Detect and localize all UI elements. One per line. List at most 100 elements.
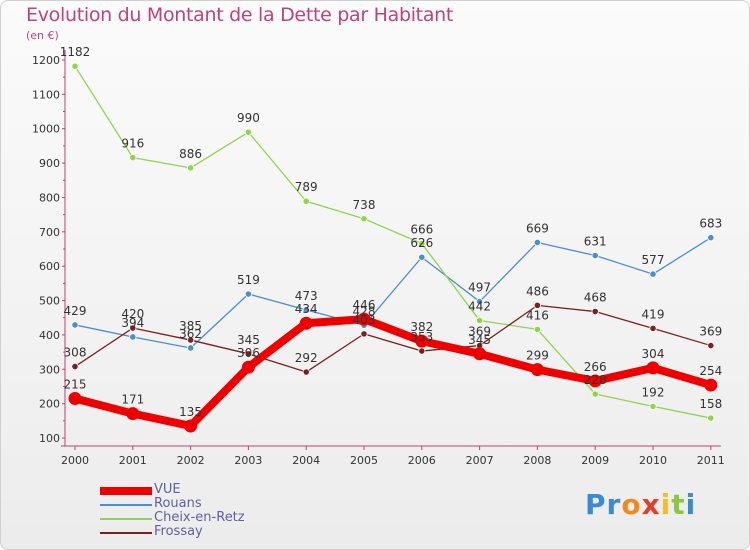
data-point [473, 347, 487, 361]
legend-swatch [100, 532, 152, 534]
series-line-cheix-en-retz [74, 65, 711, 419]
data-point [241, 360, 255, 374]
data-point [129, 153, 137, 162]
x-tick-label: 2006 [408, 454, 436, 467]
logo-letter: i [660, 488, 672, 521]
data-label: 304 [642, 347, 665, 361]
x-tick-label: 2009 [581, 454, 609, 467]
data-point [129, 333, 137, 341]
data-label: 158 [699, 397, 722, 411]
data-point [71, 321, 79, 329]
data-point [533, 238, 542, 247]
data-point [299, 316, 313, 330]
legend-label: Cheix-en-Retz [154, 510, 245, 525]
data-point [357, 312, 371, 326]
legend-swatch [100, 487, 152, 495]
data-point [707, 341, 715, 350]
data-label: 683 [699, 217, 722, 231]
logo-letter: P [585, 488, 607, 521]
data-point [71, 362, 79, 371]
data-point [649, 270, 657, 278]
chart-title: Evolution du Montant de la Dette par Hab… [26, 4, 454, 26]
series-line-frossay [74, 304, 711, 373]
data-point [533, 325, 542, 334]
data-label: 497 [468, 281, 491, 295]
x-tick-label: 2007 [466, 454, 494, 467]
data-point [649, 324, 657, 332]
data-label: 916 [121, 137, 144, 151]
data-label: 228 [584, 373, 607, 387]
y-tick-label: 900 [39, 157, 60, 170]
data-point [302, 368, 310, 376]
data-point [184, 419, 198, 433]
y-tick-label: 100 [39, 432, 60, 445]
data-label: 362 [179, 327, 202, 341]
data-point [71, 62, 79, 70]
data-label: 171 [121, 393, 144, 407]
data-label: 192 [642, 385, 665, 399]
data-label: 345 [468, 333, 491, 347]
data-label: 429 [64, 304, 87, 318]
data-point [187, 344, 195, 352]
data-point [302, 306, 310, 314]
data-point [591, 390, 599, 398]
x-tick-label: 2005 [350, 454, 378, 467]
y-tick-label: 1200 [32, 54, 60, 67]
data-point [475, 297, 484, 306]
data-label: 215 [64, 377, 87, 391]
unit-label: (en €) [26, 29, 59, 42]
data-label: 631 [584, 235, 607, 249]
data-label: 403 [353, 313, 376, 327]
data-point [302, 197, 310, 205]
x-tick-label: 2002 [177, 454, 205, 467]
data-label: 353 [410, 330, 433, 344]
legend-swatch [100, 504, 152, 506]
data-label: 345 [237, 333, 260, 347]
data-point [418, 347, 426, 355]
data-point [475, 316, 484, 325]
data-point [418, 253, 426, 261]
data-label: 135 [179, 405, 202, 419]
data-label: 420 [121, 307, 144, 321]
data-point [646, 361, 660, 375]
data-point [704, 378, 718, 392]
data-label: 473 [295, 289, 318, 303]
data-point [530, 363, 544, 377]
data-point [187, 336, 195, 344]
y-tick-label: 1100 [32, 88, 60, 101]
y-tick-label: 600 [39, 260, 60, 273]
logo-letter: t [671, 488, 686, 521]
data-label: 428 [353, 304, 376, 318]
data-label: 789 [295, 180, 318, 194]
x-tick-label: 2011 [697, 454, 725, 467]
data-label: 666 [410, 223, 433, 237]
data-label: 577 [642, 253, 665, 267]
x-tick-label: 2000 [61, 454, 89, 467]
logo-letter: i [685, 488, 697, 521]
data-label: 299 [526, 349, 549, 363]
proxiti-logo: Proxiti [585, 488, 696, 521]
data-label: 369 [468, 325, 491, 339]
y-tick-label: 200 [39, 398, 60, 411]
legend-label: VUE [154, 482, 181, 497]
data-point [126, 407, 140, 421]
data-label: 468 [584, 291, 607, 305]
x-tick-label: 2004 [292, 454, 320, 467]
data-point [360, 330, 368, 338]
data-label: 669 [526, 221, 549, 235]
x-tick-label: 2001 [119, 454, 147, 467]
y-tick-label: 1000 [32, 123, 60, 136]
data-point [649, 402, 657, 410]
data-label: 308 [64, 346, 87, 360]
y-tick-label: 800 [39, 191, 60, 204]
data-label: 266 [584, 360, 607, 374]
data-point [591, 251, 599, 260]
legend-swatch [100, 518, 152, 520]
data-label: 254 [699, 364, 722, 378]
data-label: 394 [121, 316, 144, 330]
data-point [187, 164, 195, 172]
data-label: 442 [468, 299, 491, 313]
data-point [360, 215, 368, 223]
logo-letter: x [641, 488, 661, 521]
